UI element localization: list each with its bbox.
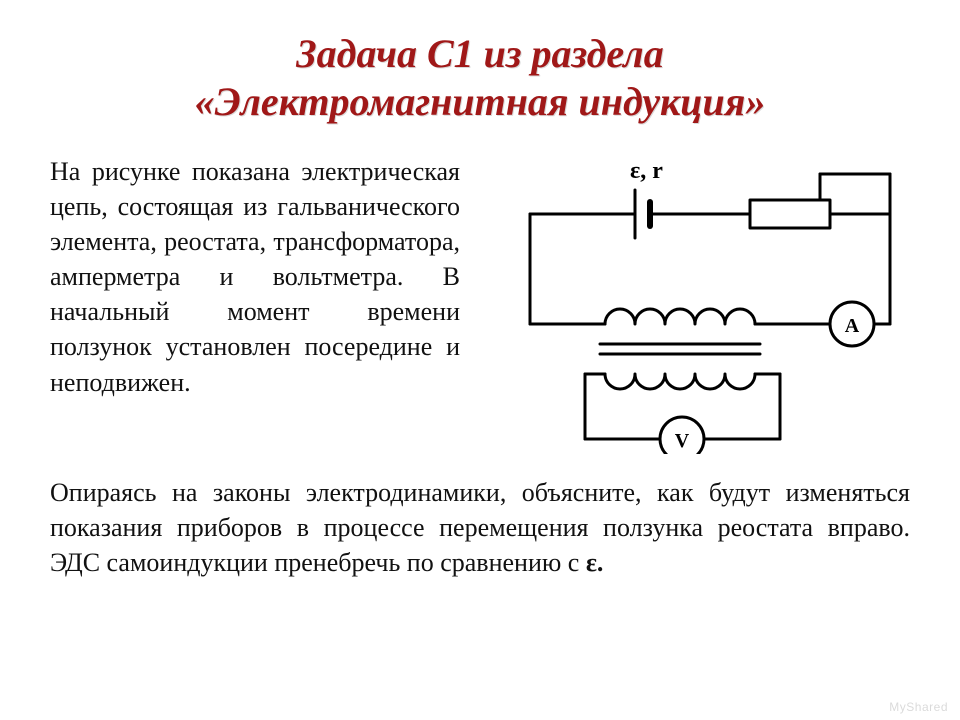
- slide-title: Задача С1 из раздела «Электромагнитная и…: [50, 30, 910, 126]
- circuit-diagram: ε, r A V: [490, 154, 910, 459]
- circuit-svg: ε, r A V: [490, 154, 910, 454]
- paragraph-1: На рисунке показана электрическая цепь, …: [50, 154, 460, 400]
- emf-label: ε, r: [630, 158, 663, 184]
- voltmeter-label: V: [675, 430, 690, 452]
- title-line-1: Задача С1 из раздела: [50, 30, 910, 78]
- slide: Задача С1 из раздела «Электромагнитная и…: [0, 0, 960, 720]
- epsilon-symbol: ε.: [586, 548, 604, 577]
- title-line-2: «Электромагнитная индукция»: [50, 78, 910, 126]
- watermark: MyShared: [889, 700, 948, 714]
- paragraph-2-text: Опираясь на законы электродинамики, объя…: [50, 478, 910, 577]
- ammeter-label: A: [845, 315, 860, 337]
- middle-row: На рисунке показана электрическая цепь, …: [50, 154, 910, 459]
- paragraph-2: Опираясь на законы электродинамики, объя…: [50, 475, 910, 580]
